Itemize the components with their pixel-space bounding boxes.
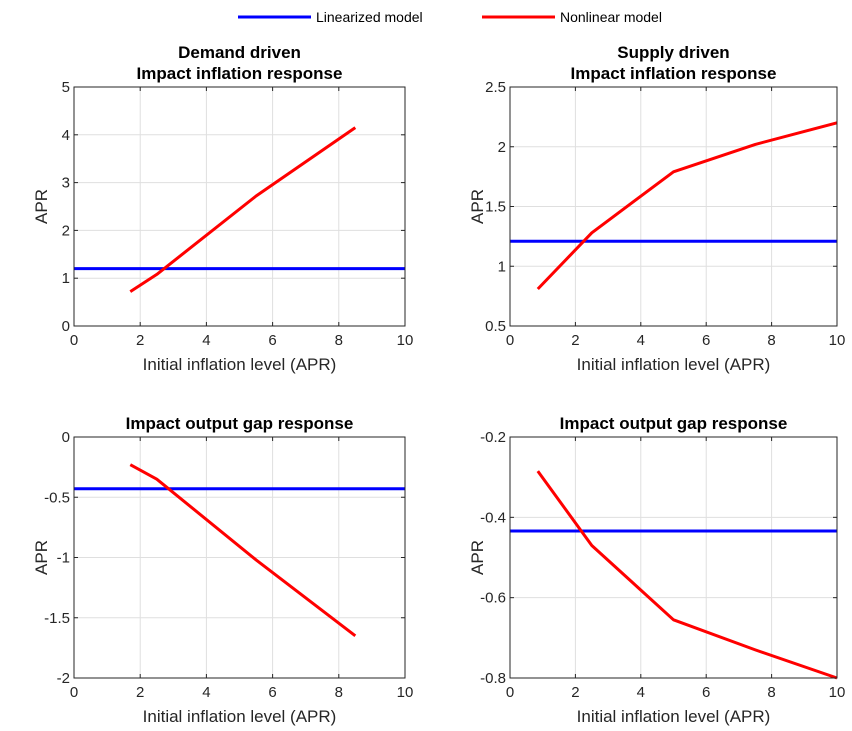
chart-title-line: Impact output gap response [560,414,788,433]
y-tick-label: 4 [62,127,70,144]
chart-title-line: Impact inflation response [137,64,343,83]
x-tick-label: 6 [268,684,276,701]
y-tick-label: 1.5 [485,199,506,216]
y-tick-label: 2 [62,222,70,239]
series-line-nonlinear [129,463,357,637]
legend: Linearized model Nonlinear model [238,9,662,25]
x-tick-label: 10 [829,684,846,701]
chart-panel-2: 0 2 4 6 8 10 0.5 1 1.5 2 2.5 Initial inflation leve… [468,43,845,374]
y-axis-label: APR [32,540,51,575]
axes-box [509,436,838,679]
y-tick-label: -2 [57,670,70,687]
y-tick-label: 0 [62,429,70,446]
x-tick-label: 2 [136,684,144,701]
series-line-nonlinear [536,470,838,680]
chart-panel-1: 0 2 4 6 8 10 0 1 2 3 4 5 Initial inflation level (AP… [32,43,413,374]
axes-box [509,86,838,327]
x-tick-label: 0 [506,684,514,701]
axes-box [73,86,406,327]
y-tick-label: -1.5 [44,610,70,627]
plot-area [510,437,837,678]
x-tick-label: 8 [767,684,775,701]
x-tick-label: 6 [702,684,710,701]
series-line-nonlinear [536,121,838,291]
y-tick-label: -0.8 [480,670,506,687]
axes-box [73,436,406,679]
chart-title-line: Impact inflation response [571,64,777,83]
y-tick-label: -0.5 [44,489,70,506]
x-tick-label: 8 [335,684,343,701]
x-tick-label: 0 [70,332,78,349]
x-tick-label: 10 [397,332,414,349]
y-tick-label: 3 [62,175,70,192]
y-axis-label: APR [468,540,487,575]
x-tick-label: 2 [136,332,144,349]
x-tick-label: 0 [70,684,78,701]
x-tick-label: 4 [637,684,645,701]
y-axis-label: APR [468,189,487,224]
y-tick-label: 2.5 [485,79,506,96]
legend-label-nonlinear: Nonlinear model [560,9,662,25]
y-tick-label: -0.4 [480,509,506,526]
chart-panel-3: 0 2 4 6 8 10 -2 -1.5 -1 -0.5 0 Initial inflation le… [32,414,413,726]
series-line-nonlinear [129,126,357,293]
chart-title-line: Impact output gap response [126,414,354,433]
x-tick-label: 8 [767,332,775,349]
y-tick-label: 1 [62,270,70,287]
x-axis-label: Initial inflation level (APR) [577,355,771,374]
x-tick-label: 2 [571,684,579,701]
x-tick-label: 6 [268,332,276,349]
y-tick-label: 2 [498,139,506,156]
x-tick-label: 8 [335,332,343,349]
x-tick-label: 10 [829,332,846,349]
x-tick-label: 6 [702,332,710,349]
x-tick-label: 10 [397,684,414,701]
x-tick-label: 2 [571,332,579,349]
legend-label-linearized: Linearized model [316,9,423,25]
x-tick-label: 4 [202,332,210,349]
y-axis-label: APR [32,189,51,224]
x-tick-label: 4 [202,684,210,701]
x-axis-label: Initial inflation level (APR) [143,355,337,374]
plot-area [74,87,405,326]
y-tick-label: -0.6 [480,590,506,607]
x-axis-label: Initial inflation level (APR) [143,707,337,726]
y-tick-label: -1 [57,550,70,567]
chart-title-line: Supply driven [617,43,729,62]
y-tick-label: -0.2 [480,429,506,446]
x-axis-label: Initial inflation level (APR) [577,707,771,726]
x-tick-label: 0 [506,332,514,349]
x-tick-label: 4 [637,332,645,349]
chart-panel-4: 0 2 4 6 8 10 -0.8 -0.6 -0.4 -0.2 Initial inflation… [468,414,845,726]
chart-title-line: Demand driven [178,43,301,62]
y-tick-label: 0.5 [485,318,506,335]
y-tick-label: 1 [498,258,506,275]
y-tick-label: 5 [62,79,70,96]
y-tick-label: 0 [62,318,70,335]
